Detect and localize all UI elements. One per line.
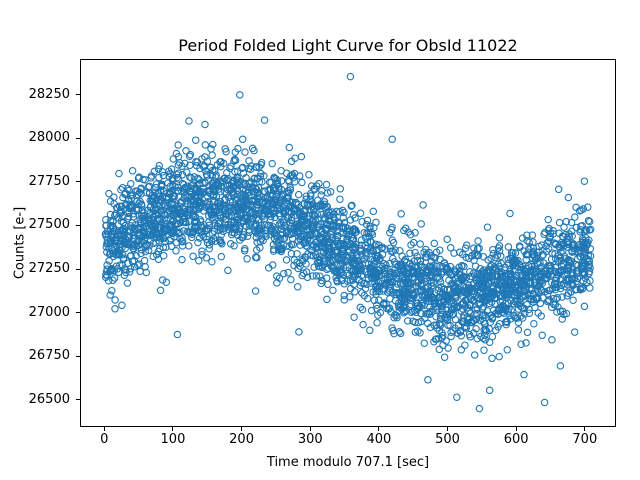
x-tick-label: 200 (229, 432, 254, 447)
x-tick-mark (172, 427, 174, 431)
x-tick-mark (378, 427, 380, 431)
x-tick-mark (447, 427, 449, 431)
y-tick-label: 28250 (28, 86, 70, 102)
y-tick-mark (76, 94, 80, 96)
x-tick-mark (515, 427, 517, 431)
y-tick-mark (76, 137, 80, 139)
y-tick-label: 26500 (28, 391, 70, 407)
x-tick-mark (584, 427, 586, 431)
x-tick-mark (103, 427, 105, 431)
x-tick-label: 0 (100, 432, 109, 447)
y-tick-label: 27250 (28, 261, 70, 276)
x-tick-label: 700 (572, 432, 598, 447)
y-tick-mark (76, 355, 80, 357)
scatter-points (101, 72, 595, 413)
x-tick-label: 600 (503, 432, 529, 447)
y-tick-mark (76, 312, 80, 314)
plot-title: Period Folded Light Curve for ObsId 1102… (178, 36, 518, 55)
y-tick-label: 27750 (28, 173, 70, 189)
y-tick-mark (76, 399, 80, 401)
plot-area (80, 59, 616, 427)
x-tick-label: 100 (160, 432, 186, 447)
y-tick-label: 27000 (28, 304, 70, 320)
x-tick-label: 400 (366, 432, 392, 447)
scatter-point-group (101, 72, 595, 413)
x-tick-label: 500 (435, 432, 460, 447)
y-tick-label: 26750 (28, 348, 70, 364)
y-tick-label: 27500 (28, 217, 70, 233)
x-tick-mark (309, 427, 311, 431)
y-tick-mark (76, 268, 80, 270)
x-tick-label: 300 (297, 432, 323, 447)
y-tick-label: 28000 (28, 130, 70, 146)
x-axis-label: Time modulo 707.1 [sec] (266, 455, 430, 470)
y-tick-mark (76, 224, 80, 226)
y-tick-mark (76, 181, 80, 183)
x-tick-mark (241, 427, 243, 431)
